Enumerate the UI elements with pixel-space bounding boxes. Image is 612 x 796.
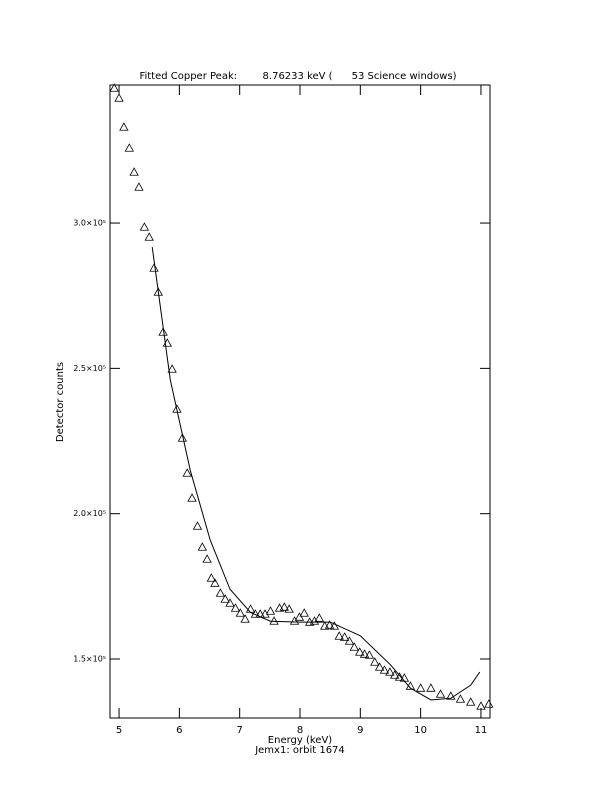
y-tick-label: 2.0×10⁵ — [73, 509, 106, 518]
data-point — [187, 493, 197, 502]
data-point — [119, 122, 129, 131]
data-point — [385, 667, 395, 676]
data-point — [466, 697, 476, 706]
fit-line — [151, 246, 481, 701]
data-point — [364, 650, 375, 659]
data-point — [149, 263, 159, 272]
data-point — [426, 683, 436, 692]
data-point — [334, 631, 344, 640]
data-point — [192, 521, 203, 530]
data-point — [220, 594, 230, 603]
data-point — [129, 167, 139, 176]
data-point — [153, 287, 163, 296]
data-point — [230, 603, 241, 612]
data-point — [279, 602, 289, 611]
data-point — [197, 542, 207, 551]
data-point — [294, 612, 305, 621]
data-point — [144, 232, 154, 241]
data-point — [344, 636, 355, 645]
data-point — [394, 672, 405, 681]
data-point — [182, 468, 192, 477]
data-point — [359, 649, 370, 658]
data-point — [240, 614, 250, 623]
data-point — [446, 691, 456, 700]
data-point — [324, 620, 335, 629]
data-point — [269, 616, 279, 625]
x-tick-label: 11 — [475, 725, 488, 736]
data-point — [314, 613, 324, 622]
chart-title: Fitted Copper Peak: 8.76233 keV ( 53 Sci… — [139, 71, 456, 82]
subtitle: Jemx1: orbit 1674 — [254, 745, 345, 756]
data-point — [134, 182, 144, 191]
data-point — [167, 364, 177, 373]
data-point — [139, 222, 150, 231]
data-point — [455, 694, 466, 703]
x-tick-label: 7 — [236, 725, 242, 736]
data-point — [370, 657, 380, 666]
data-point — [177, 433, 188, 442]
x-tick-label: 8 — [297, 725, 303, 736]
data-point — [329, 621, 340, 630]
x-tick-label: 10 — [414, 725, 427, 736]
data-point — [158, 327, 168, 336]
x-axis-label: Energy (keV) — [268, 735, 333, 746]
data-point — [339, 632, 350, 641]
data-point — [484, 699, 494, 708]
data-point — [299, 608, 309, 617]
x-tick-label: 5 — [116, 725, 122, 736]
plot-frame — [109, 84, 491, 719]
data-point — [124, 143, 134, 152]
data-point — [225, 598, 235, 607]
data-point — [415, 683, 426, 692]
y-tick-label: 2.5×10⁵ — [73, 364, 106, 373]
x-tick-label: 9 — [357, 725, 363, 736]
data-point — [435, 689, 446, 698]
data-point — [476, 701, 486, 710]
y-axis-label: Detector counts — [55, 362, 66, 442]
data-point — [265, 606, 276, 615]
data-point — [202, 554, 212, 563]
y-tick-label: 3.0×10⁵ — [73, 219, 106, 228]
x-tick-label: 6 — [176, 725, 182, 736]
data-point — [215, 588, 226, 597]
data-point — [390, 670, 400, 679]
data-point — [309, 616, 320, 625]
data-point — [206, 573, 217, 582]
data-point — [355, 647, 365, 656]
data-point — [109, 83, 119, 92]
y-tick-label: 1.5×10⁵ — [73, 655, 106, 664]
data-point — [284, 604, 294, 613]
data-point — [235, 608, 245, 617]
data-point — [379, 665, 390, 674]
data-point — [210, 578, 220, 587]
data-point — [349, 642, 359, 651]
data-point — [374, 662, 385, 671]
data-point — [114, 93, 124, 102]
